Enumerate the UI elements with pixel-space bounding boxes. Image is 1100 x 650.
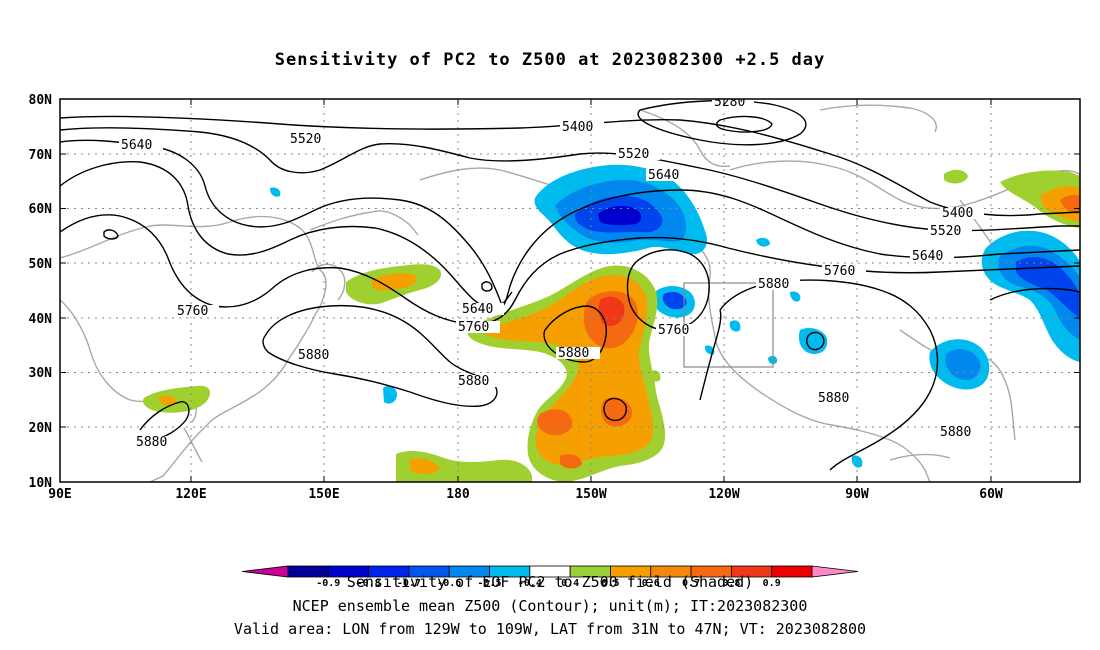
colorbar-label: -0.8: [357, 578, 381, 589]
colorbar-label: 0.6: [642, 578, 660, 589]
contour-label-5640-d: 5640: [912, 249, 943, 264]
contour-label-5880-b: 5880: [558, 346, 589, 361]
lat-label-50n: 50N: [29, 257, 53, 272]
lat-label-80n: 80N: [29, 93, 53, 108]
colorbar-label: 0.8: [722, 578, 740, 589]
contour-5640-b: [60, 161, 513, 309]
tick-marks: [60, 98, 1080, 482]
contour-label-5520-c: 5520: [930, 224, 961, 239]
lon-label-120w: 120W: [708, 487, 739, 502]
lon-label-90e: 90E: [48, 487, 71, 502]
longitude-labels: 90E 120E 150E 180 150W 120W 90W 60W: [48, 487, 1003, 502]
lon-label-90w: 90W: [845, 487, 869, 502]
contour-5520: [60, 127, 1080, 232]
contour-label-5760-a: 5760: [177, 304, 208, 319]
lat-label-30n: 30N: [29, 366, 53, 381]
contour-5880-small: [603, 397, 627, 422]
colorbar-label: 0.7: [682, 578, 700, 589]
contour-label-5880-e: 5880: [758, 277, 789, 292]
lon-label-120e: 120E: [175, 487, 206, 502]
colorbar-label: -0.5: [477, 578, 501, 589]
contour-label-5400-b: 5400: [942, 206, 973, 221]
footer-line-shading: Sensitivity of EOF PC2 to Z500 field (Sh…: [346, 573, 754, 591]
lat-label-10n: 10N: [29, 476, 53, 491]
contour-label-5880-d: 5880: [136, 435, 167, 450]
colorbar-label: 0.9: [763, 578, 781, 589]
colorbar-extend-high: [811, 565, 859, 578]
contour-label-5880-c: 5880: [458, 374, 489, 389]
colorbar-label: -0.6: [437, 578, 461, 589]
footer-line-contour: NCEP ensemble mean Z500 (Contour); unit(…: [292, 597, 808, 615]
contour-5280-inner: [715, 115, 773, 133]
colorbar-label: 0.5: [601, 578, 619, 589]
contour-small-ring-1: [103, 229, 119, 240]
contour-label-5760-c: 5760: [658, 323, 689, 338]
contour-label-5280: 5280: [714, 95, 745, 110]
graticule: [60, 99, 1080, 482]
colorbar-label: -0.7: [397, 578, 421, 589]
contour-5880-west: [139, 401, 190, 441]
colorbar: -0.9 -0.8 -0.7 -0.6 -0.5 -0.4 0.4 0.5 0.6 0.7 0.8 0…: [241, 565, 859, 589]
contour-label-5760-b: 5760: [458, 320, 489, 335]
contour-label-5880-a: 5880: [298, 348, 329, 363]
contour-5760: [60, 214, 1080, 325]
lon-label-150e: 150E: [308, 487, 339, 502]
contour-label-5520-a: 5520: [290, 132, 321, 147]
contour-5880-far: [989, 287, 1080, 301]
contour-5640-left: [60, 139, 1080, 306]
contour-label-5640-b: 5640: [648, 168, 679, 183]
positive-sensitivity-shading: [142, 169, 1080, 482]
contour-label-5520-b: 5520: [618, 147, 649, 162]
latitude-labels: 80N 70N 60N 50N 40N 30N 20N 10N: [29, 93, 53, 491]
lon-label-180: 180: [446, 487, 470, 502]
lat-label-40n: 40N: [29, 312, 53, 327]
colorbar-label: -0.4: [518, 578, 542, 589]
contour-label-5880-f: 5880: [818, 391, 849, 406]
lat-label-20n: 20N: [29, 421, 53, 436]
lat-label-70n: 70N: [29, 148, 53, 163]
contour-5880-small-east: [805, 331, 825, 351]
contour-label-5880-g: 5880: [940, 425, 971, 440]
contour-5760-low: [626, 249, 710, 331]
contour-5880-east-b: [699, 309, 722, 401]
lon-label-60w: 60W: [979, 487, 1003, 502]
lat-label-60n: 60N: [29, 202, 53, 217]
contour-label-5640-a: 5640: [121, 138, 152, 153]
map-title: Sensitivity of PC2 to Z500 at 2023082300…: [274, 50, 826, 70]
colorbar-label: 0.4: [561, 578, 579, 589]
contour-5880-main: [262, 304, 498, 408]
contour-label-5400-a: 5400: [562, 120, 593, 135]
lon-label-150w: 150W: [575, 487, 606, 502]
contour-5400: [60, 115, 1080, 217]
contour-label-5640-c: 5640: [462, 302, 493, 317]
contour-labels: 5280 5400 5400 5520 5520 5520 5640 5640 …: [119, 95, 984, 450]
contour-label-5760-d: 5760: [824, 264, 855, 279]
plot-frame: [59, 98, 1081, 483]
z500-contours: [60, 99, 1080, 471]
colorbar-label: -0.9: [316, 578, 340, 589]
footer-line-valid-area: Valid area: LON from 129W to 109W, LAT f…: [233, 620, 867, 638]
negative-sensitivity-shading: [270, 164, 1080, 468]
contour-small-ring-2: [481, 281, 493, 292]
